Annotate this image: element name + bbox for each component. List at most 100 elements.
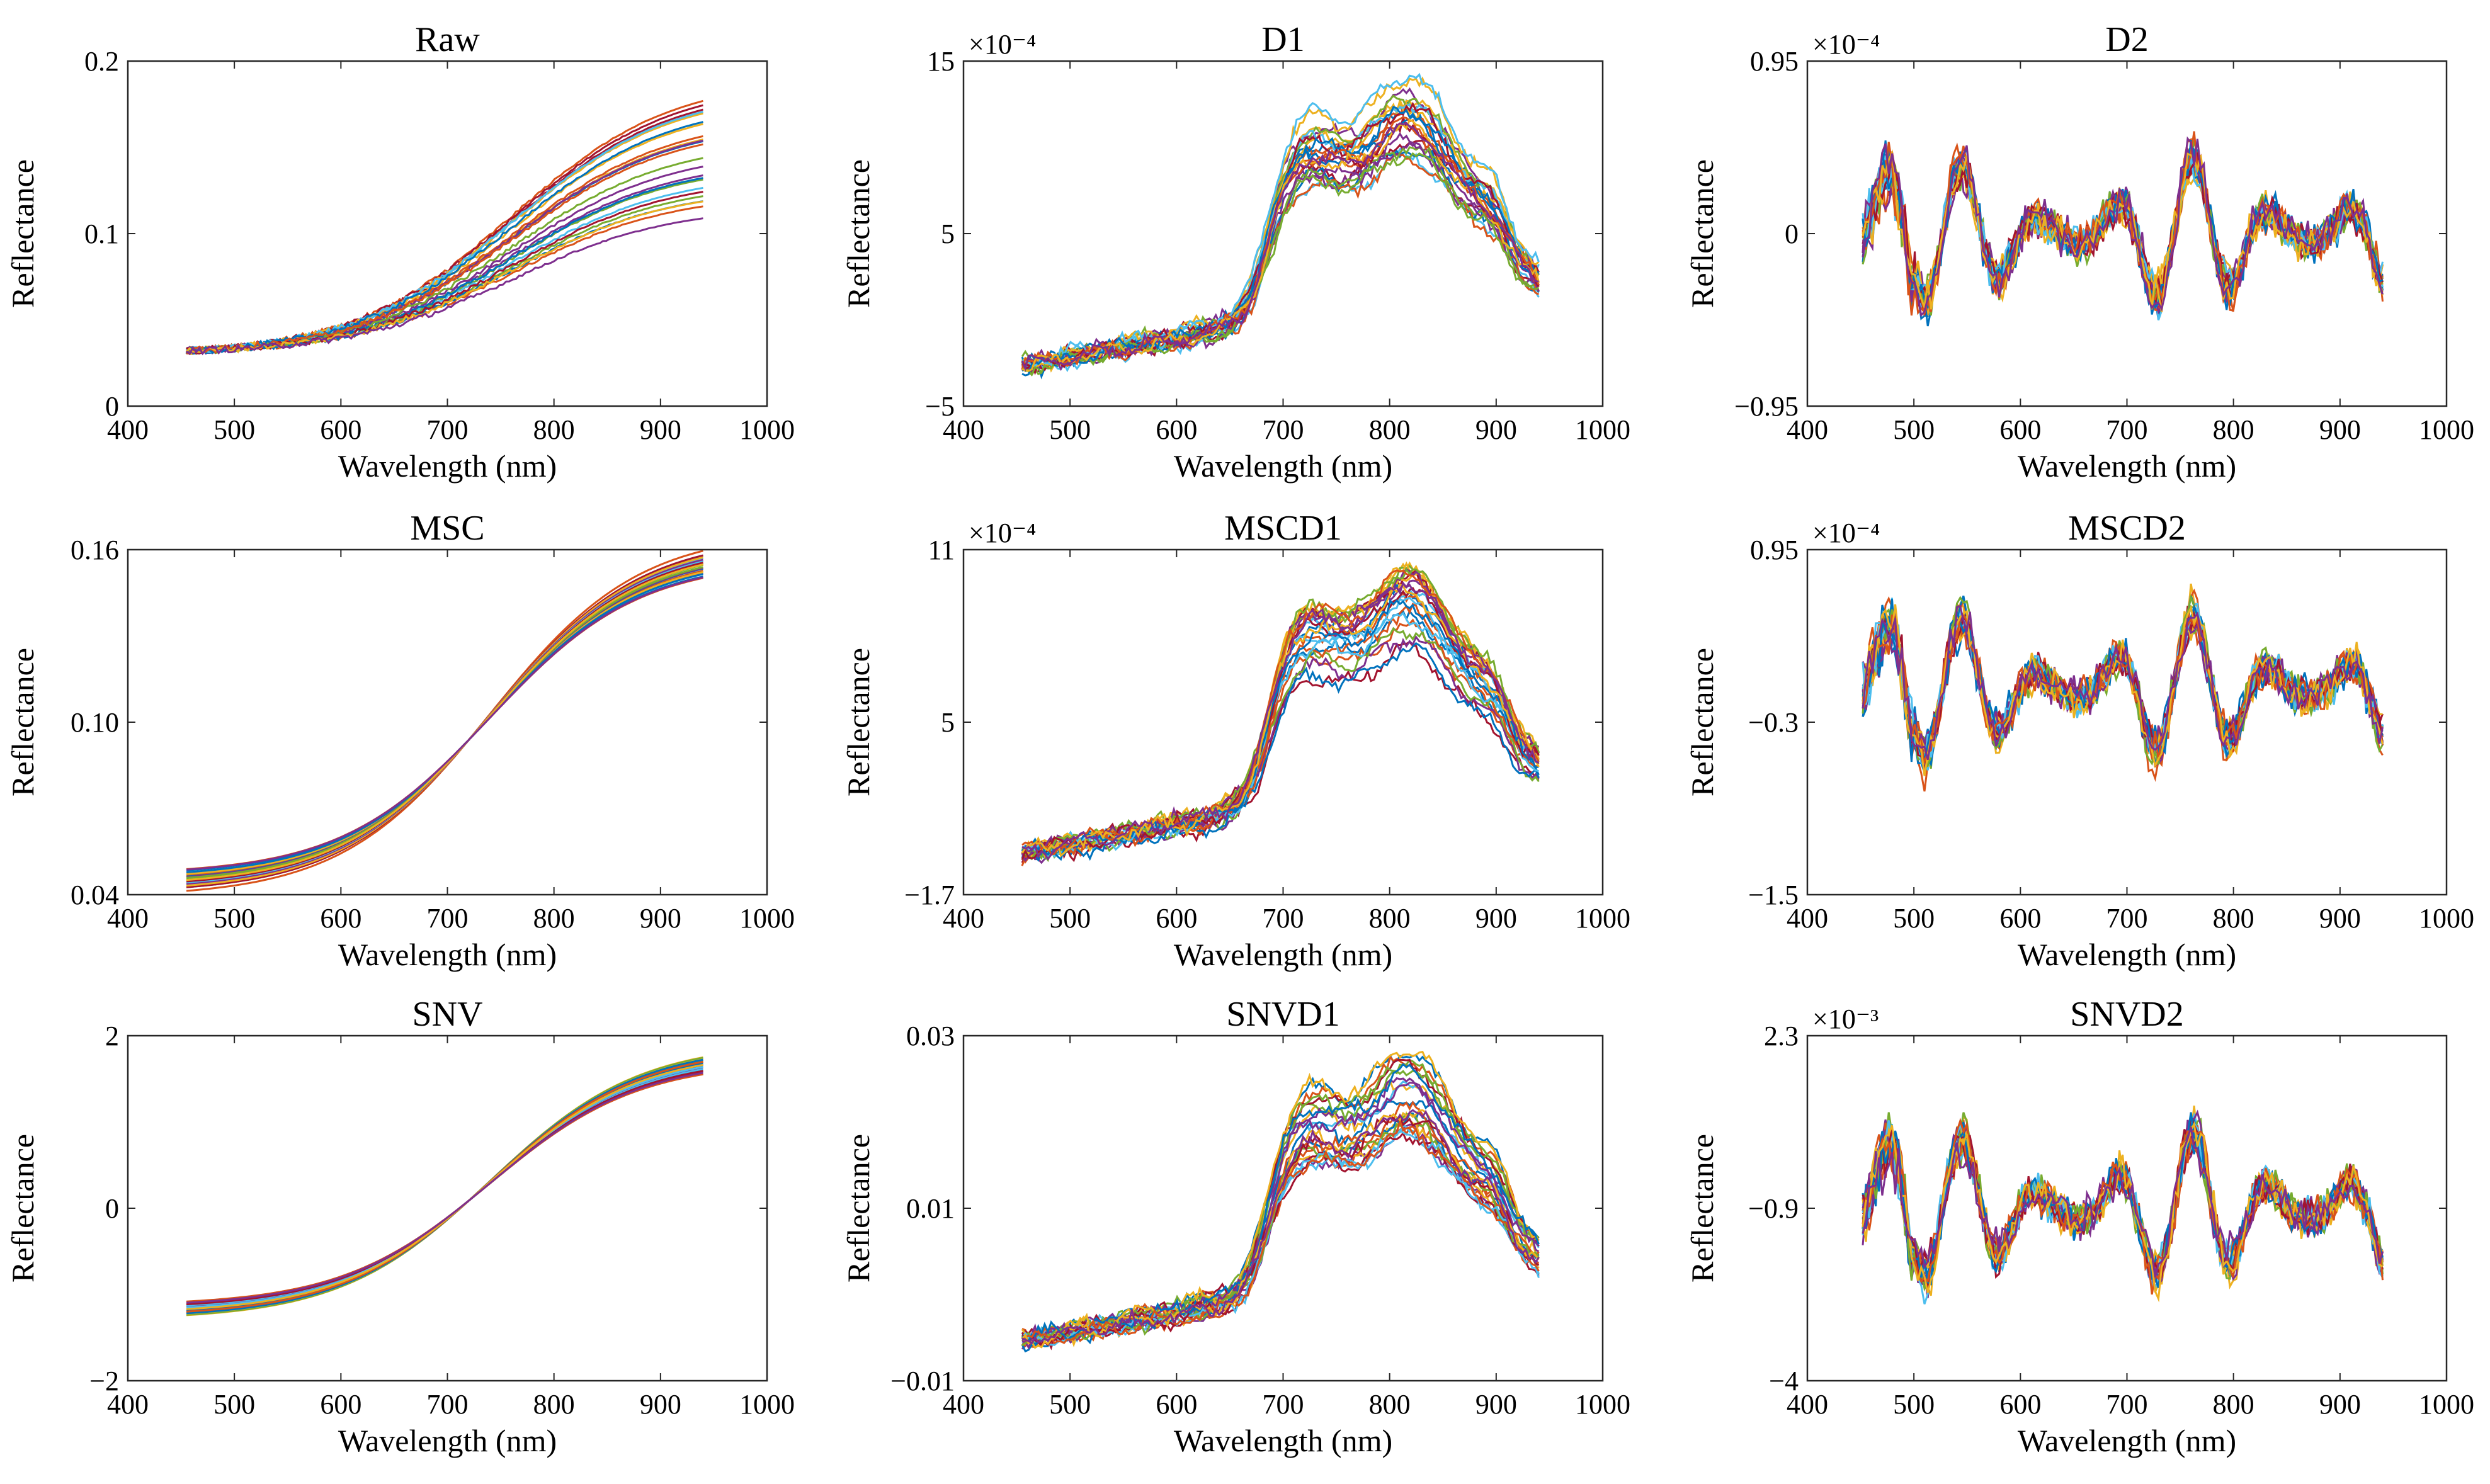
series-line (1021, 569, 1540, 856)
series-line (185, 200, 703, 354)
x-tick-label: 400 (107, 1389, 149, 1420)
series-line (1862, 137, 2384, 317)
x-tick-label: 600 (1156, 414, 1197, 445)
x-tick-label: 500 (1049, 903, 1091, 934)
series-line (186, 178, 703, 355)
y-tick-label: 0.2 (84, 46, 119, 77)
series-line (186, 1066, 703, 1308)
series-line (1862, 157, 2384, 302)
series-line (186, 140, 703, 354)
y-tick-label: 5 (941, 218, 955, 249)
series-line (186, 1066, 703, 1309)
y-tick-label: −4 (1769, 1366, 1799, 1396)
y-tick-label: −0.3 (1748, 707, 1799, 738)
series-line (1862, 136, 2384, 317)
x-tick-label: 400 (1787, 1389, 1828, 1420)
series-line (1021, 1063, 1540, 1343)
panel-mscd2: 400 500 600 700 800 900 1000 −1.5 −0.3 0.95 ×10⁻⁴ M… (1685, 509, 2474, 972)
series-line (185, 166, 703, 354)
axis-exponent: ×10⁻⁴ (1812, 518, 1880, 548)
y-tick-label: 0 (105, 1193, 119, 1224)
axes-box (127, 60, 768, 407)
x-axis-label: Wavelength (nm) (1174, 1423, 1392, 1458)
series-line (1862, 140, 2384, 316)
x-tick-label: 700 (427, 903, 469, 934)
series-line (1862, 156, 2384, 302)
panel-raw: 400 500 600 700 800 900 1000 0 0.1 0.2 Raw Waveleng… (5, 20, 795, 484)
y-axis-label: Reflectance (841, 648, 876, 796)
y-tick-label: −5 (925, 391, 955, 422)
y-tick-label: 0.03 (906, 1021, 955, 1051)
series-line (1862, 1121, 2384, 1303)
series-line (1021, 122, 1539, 372)
series-line (186, 1063, 703, 1310)
series-line (1021, 1129, 1540, 1346)
panel-title: Raw (415, 20, 480, 59)
x-tick-label: 400 (943, 1389, 984, 1420)
series-group (1862, 131, 2384, 327)
x-tick-label: 600 (1999, 903, 2041, 934)
series-line (186, 577, 703, 870)
series-line (186, 1073, 703, 1303)
series-group (1862, 583, 2384, 792)
series-line (1021, 599, 1540, 861)
series-line (1021, 116, 1540, 370)
panel-d1: 400 500 600 700 800 900 1000 −5 5 15 ×10⁻⁴ D1 Wavele… (841, 20, 1630, 484)
x-tick-label: 1000 (739, 903, 795, 934)
series-line (186, 1070, 703, 1306)
y-tick-label: 0.1 (84, 218, 119, 249)
x-tick-label: 500 (1893, 903, 1935, 934)
x-tick-label: 400 (943, 414, 984, 445)
x-axis-label: Wavelength (nm) (2018, 448, 2236, 484)
y-tick-label: −2 (89, 1366, 119, 1396)
x-tick-label: 900 (640, 1389, 681, 1420)
x-tick-label: 800 (2213, 903, 2254, 934)
x-tick-label: 600 (1156, 1389, 1197, 1420)
series-line (186, 558, 703, 885)
y-axis-label: Reflectance (1685, 159, 1720, 308)
x-tick-label: 500 (1893, 414, 1935, 445)
series-line (1021, 118, 1540, 372)
x-tick-label: 1000 (2419, 1389, 2474, 1420)
x-tick-label: 900 (1475, 903, 1517, 934)
series-line (1021, 1109, 1540, 1345)
series-line (186, 1073, 703, 1303)
x-tick-label: 1000 (1575, 1389, 1630, 1420)
series-line (186, 1072, 703, 1304)
y-tick-label: 0 (1785, 218, 1799, 249)
y-tick-label: 11 (928, 535, 955, 565)
x-tick-label: 700 (1263, 414, 1304, 445)
panel-title: MSC (410, 509, 484, 548)
series-line (186, 1064, 703, 1310)
series-line (1021, 587, 1540, 858)
series-line (186, 104, 703, 355)
series-line (186, 1060, 703, 1313)
x-tick-label: 500 (213, 414, 255, 445)
series-line (1021, 94, 1539, 370)
series-line (186, 108, 703, 354)
series-line (186, 556, 703, 887)
x-tick-label: 900 (2319, 903, 2361, 934)
panel-title: SNVD1 (1226, 995, 1339, 1034)
x-tick-label: 700 (2106, 414, 2148, 445)
series-line (186, 576, 703, 871)
axis-exponent: ×10⁻⁴ (969, 518, 1036, 548)
y-tick-label: −1.5 (1748, 880, 1799, 910)
panel-snvd2: 400 500 600 700 800 900 1000 −4 −0.9 2.3 ×10⁻³ SNVD… (1685, 995, 2474, 1458)
series-line (186, 563, 703, 881)
series-line (186, 143, 703, 355)
y-tick-label: 0.01 (906, 1193, 955, 1224)
x-axis-label: Wavelength (nm) (2018, 1423, 2236, 1458)
series-line (186, 123, 703, 356)
y-tick-label: 15 (927, 46, 955, 77)
x-axis-label: Wavelength (nm) (338, 448, 557, 484)
axis-exponent: ×10⁻⁴ (1812, 29, 1880, 60)
series-line (186, 1070, 703, 1305)
x-tick-label: 700 (427, 414, 469, 445)
y-axis-label: Reflectance (1685, 648, 1720, 796)
y-tick-label: 0.95 (1750, 46, 1799, 77)
series-line (186, 1072, 703, 1303)
y-tick-label: −0.9 (1748, 1193, 1799, 1224)
series-line (186, 139, 703, 355)
